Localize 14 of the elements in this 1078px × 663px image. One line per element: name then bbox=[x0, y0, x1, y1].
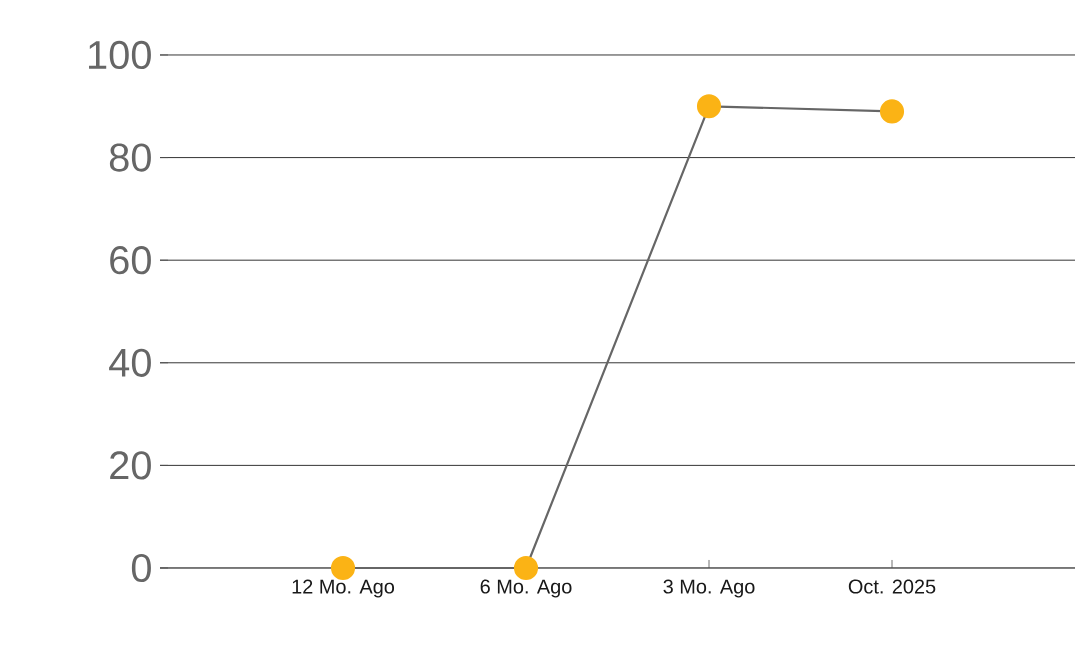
x-tick-label: Oct. 2025 bbox=[848, 579, 936, 594]
point bbox=[330, 555, 356, 581]
y-tick-label: 0 bbox=[131, 553, 151, 583]
y-tick-label: 100 bbox=[89, 40, 151, 70]
point bbox=[696, 94, 722, 119]
y-tick-label: 80 bbox=[109, 143, 151, 172]
y-tick-label: 20 bbox=[110, 451, 151, 480]
x-tick-label: 6 Mo. Ago bbox=[480, 579, 572, 598]
y-tick-label: 60 bbox=[110, 246, 151, 275]
x-tick-label: 3 Mo. Ago bbox=[663, 579, 755, 598]
x-tick-label: 12 Mo. Ago bbox=[292, 579, 395, 598]
point bbox=[879, 99, 905, 124]
y-tick-label: 40 bbox=[109, 348, 151, 377]
point bbox=[513, 555, 539, 581]
